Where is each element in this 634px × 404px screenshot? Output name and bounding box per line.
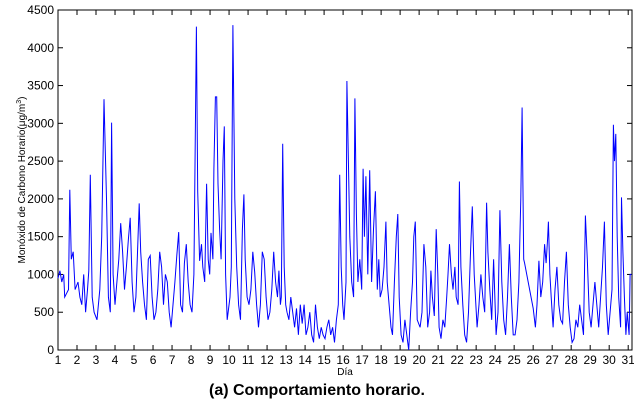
x-tick-label: 28 (564, 353, 578, 367)
x-tick-label: 31 (622, 353, 634, 367)
x-tick-label: 21 (431, 353, 445, 367)
x-tick-label: 15 (317, 353, 331, 367)
y-axis-label: Monóxido de Carbono Horario(μg/m3) (16, 97, 28, 264)
y-tick-label: 2500 (27, 154, 54, 168)
x-tick-label: 6 (150, 353, 157, 367)
x-tick-label: 5 (131, 353, 138, 367)
x-tick-label: 24 (488, 353, 502, 367)
y-axis-ticks: 0 500 1000 1500 2000 2500 3000 3500 4000 4500 (27, 3, 632, 357)
y-tick-label: 3000 (27, 116, 54, 130)
x-tick-label: 16 (336, 353, 350, 367)
y-tick-label: 4500 (27, 3, 54, 17)
y-axis-label-superscript: 3 (16, 100, 23, 104)
y-axis-label-close: ) (17, 97, 28, 100)
x-tick-label: 2 (74, 353, 81, 367)
y-tick-label: 500 (34, 305, 54, 319)
x-tick-label: 14 (298, 353, 312, 367)
co-hourly-series-line (57, 25, 632, 351)
y-tick-label: 1000 (27, 267, 54, 281)
x-tick-label: 23 (469, 353, 483, 367)
x-tick-label: 11 (242, 353, 255, 367)
x-tick-label: 12 (260, 353, 274, 367)
y-tick-label: 4000 (27, 41, 54, 55)
figure-caption: (a) Comportamiento horario. (208, 382, 425, 399)
x-tick-label: 13 (279, 353, 293, 367)
x-tick-label: 22 (450, 353, 464, 367)
y-tick-label: 3500 (27, 79, 54, 93)
x-tick-label: 4 (112, 353, 119, 367)
x-axis-label: Día (337, 367, 353, 378)
x-tick-label: 10 (222, 353, 236, 367)
x-tick-label: 9 (207, 353, 214, 367)
x-tick-label: 25 (507, 353, 521, 367)
y-tick-label: 1500 (27, 230, 54, 244)
x-tick-label: 17 (355, 353, 369, 367)
x-tick-label: 26 (526, 353, 540, 367)
x-tick-label: 3 (93, 353, 100, 367)
y-axis-label-main: Monóxido de Carbono Horario(μg/m (17, 104, 28, 264)
x-tick-label: 18 (374, 353, 388, 367)
y-tick-label: 0 (47, 343, 54, 357)
x-tick-label: 29 (584, 353, 598, 367)
x-tick-label: 30 (603, 353, 617, 367)
y-tick-label: 2000 (27, 192, 54, 206)
x-tick-label: 27 (545, 353, 559, 367)
x-tick-label: 8 (188, 353, 195, 367)
x-tick-label: 7 (169, 353, 176, 367)
x-tick-label: 19 (393, 353, 407, 367)
x-tick-label: 20 (412, 353, 426, 367)
x-tick-label: 1 (55, 353, 62, 367)
x-axis-ticks: 1 2 3 4 5 6 7 8 9 10 11 12 13 14 15 16 17 18 19 20 21 22 23 24 2… (55, 10, 634, 367)
